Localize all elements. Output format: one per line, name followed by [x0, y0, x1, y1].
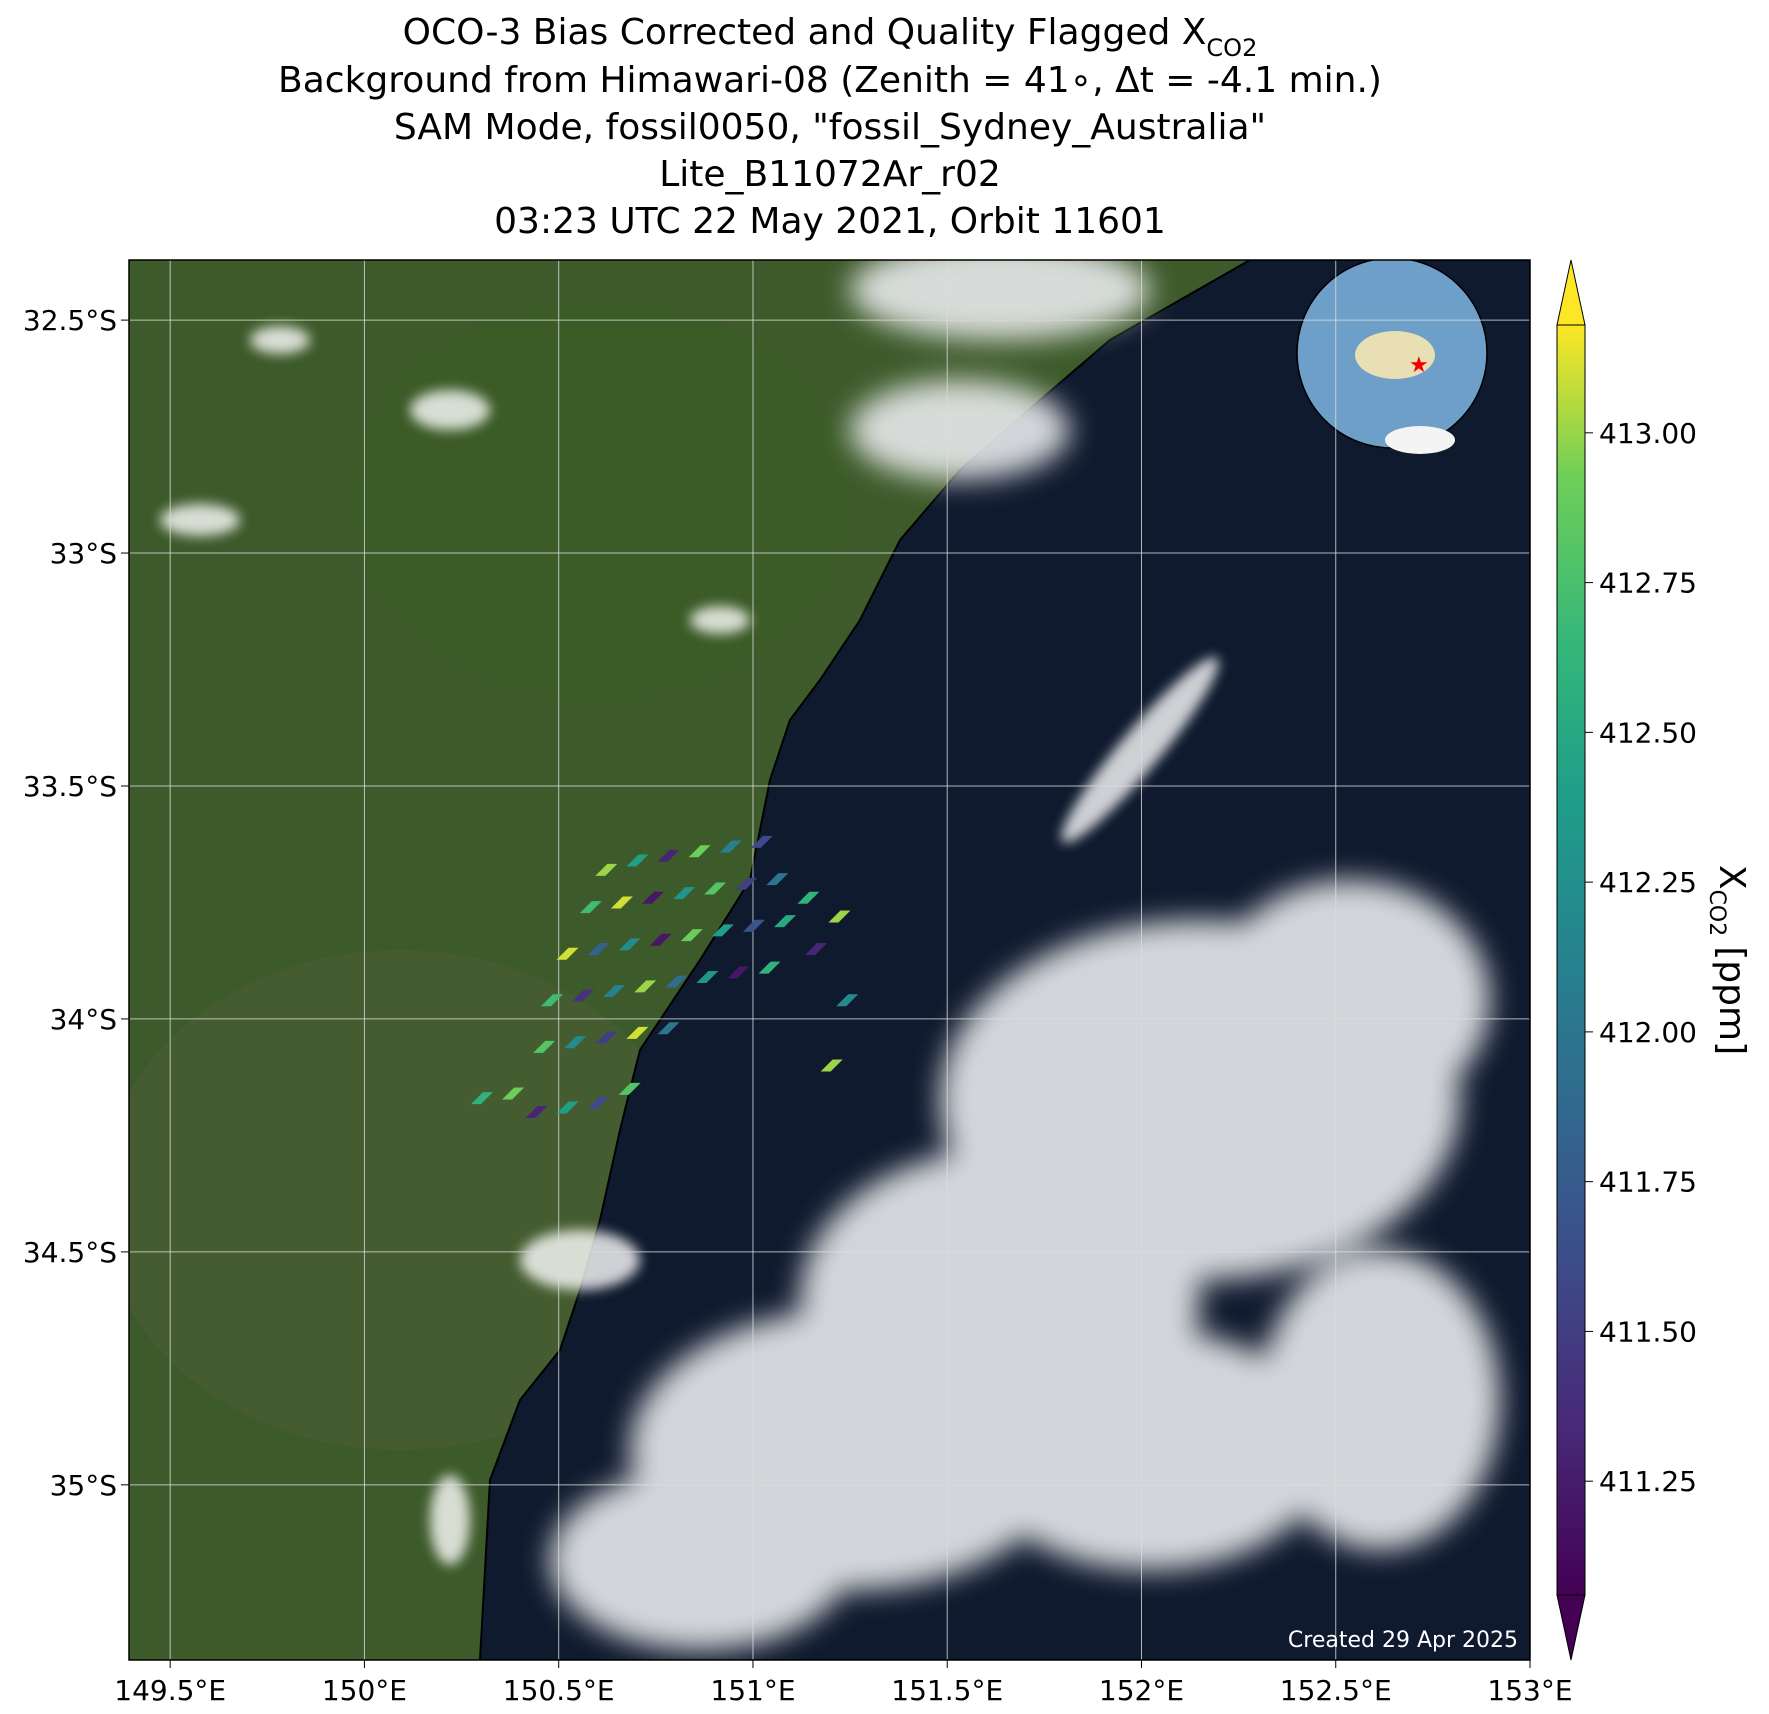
created-note: Created 29 Apr 2025	[1288, 1628, 1518, 1653]
sounding	[719, 840, 742, 853]
colorbar-label: XCO2 [ppm]	[1704, 865, 1752, 1055]
sounding	[626, 1026, 649, 1039]
sounding	[572, 989, 595, 1002]
sounding	[618, 1082, 641, 1095]
sounding	[641, 891, 664, 904]
title-subscript: CO2	[1206, 34, 1257, 62]
sounding	[595, 863, 618, 876]
colorbar-tick-label: 412.50	[1599, 716, 1697, 749]
sounding	[696, 971, 719, 984]
colorbar-tick-label: 412.25	[1599, 866, 1697, 899]
colorbar-label-subscript: CO2	[1704, 890, 1729, 937]
sounding	[665, 975, 688, 988]
sounding	[797, 891, 820, 904]
sounding	[470, 1092, 493, 1105]
sounding	[805, 943, 828, 956]
colorbar-extend-bottom	[1556, 1594, 1586, 1661]
colorbar	[1556, 324, 1586, 1596]
sounding	[774, 915, 797, 928]
sounding	[649, 933, 672, 946]
sounding	[579, 901, 602, 914]
sounding	[634, 980, 657, 993]
colorbar-label-unit: [ppm]	[1711, 946, 1752, 1055]
colorbar-extend-top	[1556, 259, 1586, 326]
sounding	[595, 1031, 618, 1044]
svg-text:★: ★	[1409, 353, 1429, 378]
y-tick-label: 35°S	[50, 1469, 117, 1502]
colorbar-tick-label: 412.75	[1599, 567, 1697, 600]
colorbar-tick-label: 411.50	[1599, 1315, 1697, 1348]
x-tick-label: 150°E	[322, 1674, 407, 1707]
map-background: ★	[129, 260, 1530, 1660]
colorbar-tick-label: 412.00	[1599, 1016, 1697, 1049]
title: OCO-3 Bias Corrected and Quality Flagged…	[403, 12, 1258, 62]
sounding	[587, 943, 610, 956]
sounding	[564, 1036, 587, 1049]
y-tick-label: 34.5°S	[23, 1236, 117, 1269]
sounding	[820, 1059, 843, 1072]
sounding	[540, 994, 563, 1007]
x-tick-label: 149.5°E	[114, 1674, 226, 1707]
sounding	[657, 1022, 680, 1035]
sounding	[836, 994, 859, 1007]
sounding	[688, 845, 711, 858]
sounding	[766, 873, 789, 886]
sounding	[758, 961, 781, 974]
title-line: 03:23 UTC 22 May 2021, Orbit 11601	[494, 201, 1166, 242]
y-tick-label: 34°S	[50, 1003, 117, 1036]
sounding	[680, 929, 703, 942]
sounding	[525, 1106, 548, 1119]
colorbar-tick-label: 411.25	[1599, 1465, 1697, 1498]
colorbar-tick-label: 411.75	[1599, 1166, 1697, 1199]
sounding	[735, 877, 758, 890]
sounding	[587, 1096, 610, 1109]
sounding	[556, 947, 579, 960]
title-line: SAM Mode, fossil0050, "fossil_Sydney_Aus…	[394, 107, 1266, 148]
x-tick-label: 153°E	[1487, 1674, 1572, 1707]
y-tick-label: 33°S	[50, 537, 117, 570]
sounding	[626, 854, 649, 867]
sounding	[727, 966, 750, 979]
sounding	[618, 938, 641, 951]
sounding	[502, 1087, 525, 1100]
x-tick-label: 151°E	[710, 1674, 795, 1707]
title-text: OCO-3 Bias Corrected and Quality Flagged…	[403, 12, 1207, 53]
map-frame	[128, 259, 1531, 1661]
sounding	[704, 882, 727, 895]
y-tick-label: 32.5°S	[23, 304, 117, 337]
x-tick-label: 152°E	[1099, 1674, 1184, 1707]
title-line: Lite_B11072Ar_r02	[659, 154, 1001, 195]
sounding	[603, 984, 626, 997]
sounding	[610, 896, 633, 909]
sounding	[742, 919, 765, 932]
sounding	[657, 849, 680, 862]
y-tick-label: 33.5°S	[23, 770, 117, 803]
colorbar-tick-label: 413.00	[1599, 417, 1697, 450]
title-line: Background from Himawari-08 (Zenith = 41…	[278, 60, 1382, 101]
sounding	[828, 910, 851, 923]
sounding	[711, 924, 734, 937]
sounding	[533, 1040, 556, 1053]
colorbar-label-text: X	[1711, 865, 1752, 890]
x-tick-label: 151.5°E	[891, 1674, 1003, 1707]
sounding	[750, 835, 773, 848]
x-tick-label: 150.5°E	[503, 1674, 615, 1707]
sounding	[556, 1101, 579, 1114]
sounding	[673, 887, 696, 900]
x-tick-label: 152.5°E	[1280, 1674, 1392, 1707]
